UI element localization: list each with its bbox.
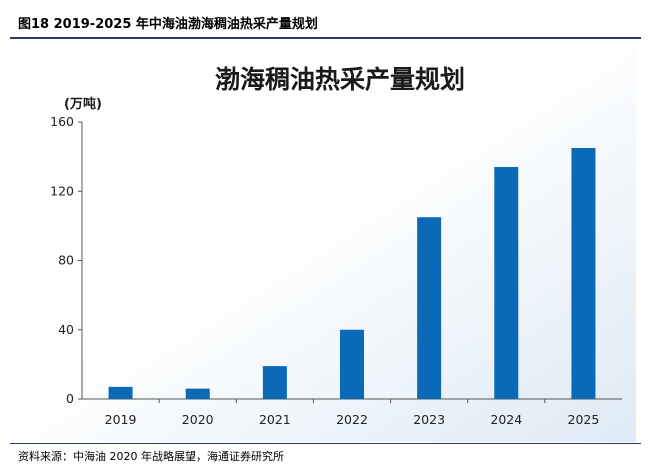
- bar-2024: [494, 167, 519, 399]
- x-tick-labels: 2019 2020 2021 2022 2023 2024 2025: [105, 412, 600, 427]
- y-tick-label: 120: [50, 183, 74, 198]
- y-tick-labels: 0 40 80 120 160: [50, 114, 74, 406]
- chart-title: 渤海稠油热采产量规划: [215, 65, 465, 94]
- bar-chart: 渤海稠油热采产量规划 (万吨) 0 40 80 120 160 2019 2020 2021…: [14, 44, 636, 442]
- x-tick-label: 2022: [336, 412, 368, 427]
- y-tick-label: 80: [58, 253, 74, 268]
- bar-2019: [108, 386, 133, 399]
- y-tick-label: 0: [66, 391, 74, 406]
- figure-title: 图18 2019-2025 年中海油渤海稠油热采产量规划: [18, 17, 318, 32]
- bottom-rule: [10, 443, 641, 444]
- x-tick-label: 2019: [105, 412, 137, 427]
- bar-2021: [262, 366, 287, 399]
- y-tick-label: 40: [58, 322, 74, 337]
- bars: [108, 147, 596, 399]
- x-tick-label: 2024: [490, 412, 522, 427]
- x-tick-label: 2023: [413, 412, 445, 427]
- y-tick-label: 160: [50, 114, 74, 129]
- bar-2025: [571, 147, 596, 399]
- bar-2023: [417, 217, 442, 399]
- bar-2022: [340, 329, 364, 399]
- top-rule: [10, 37, 641, 39]
- x-tick-label: 2025: [568, 412, 600, 427]
- y-axis-unit-label: (万吨): [64, 96, 102, 112]
- bar-2020: [185, 388, 210, 399]
- x-tick-label: 2021: [259, 412, 291, 427]
- x-tick-label: 2020: [182, 412, 214, 427]
- chart-background: [14, 44, 636, 442]
- source-note: 资料来源：中海油 2020 年战略展望，海通证券研究所: [18, 450, 284, 463]
